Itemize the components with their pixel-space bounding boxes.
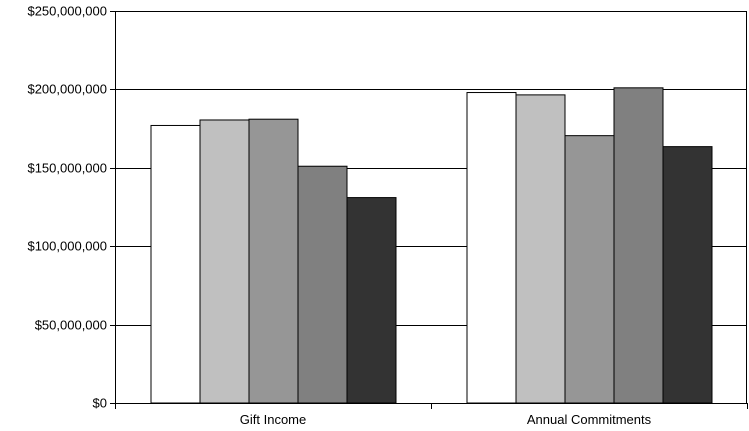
bars (150, 87, 713, 404)
y-tick-label: $100,000,000 (27, 239, 107, 254)
bar (662, 146, 713, 404)
category-label: Annual Commitments (527, 412, 652, 427)
bar (613, 87, 664, 404)
bar (515, 94, 566, 404)
y-tick-label: $200,000,000 (27, 82, 107, 97)
category-labels: Gift Income Annual Commitments (240, 412, 652, 427)
bar (199, 119, 250, 404)
category-label: Gift Income (240, 412, 306, 427)
y-tick-labels: $0 $50,000,000 $100,000,000 $150,000,000 $20… (27, 4, 107, 411)
y-tick-label: $50,000,000 (35, 318, 107, 333)
bar (564, 135, 615, 404)
y-tick-label: $150,000,000 (27, 161, 107, 176)
bar (297, 165, 348, 404)
axes (110, 11, 748, 409)
bar (248, 118, 299, 404)
bar (150, 124, 201, 404)
y-tick-label: $250,000,000 (27, 4, 107, 19)
y-tick-label: $0 (93, 396, 107, 411)
bar (346, 197, 397, 404)
bar (466, 92, 517, 404)
